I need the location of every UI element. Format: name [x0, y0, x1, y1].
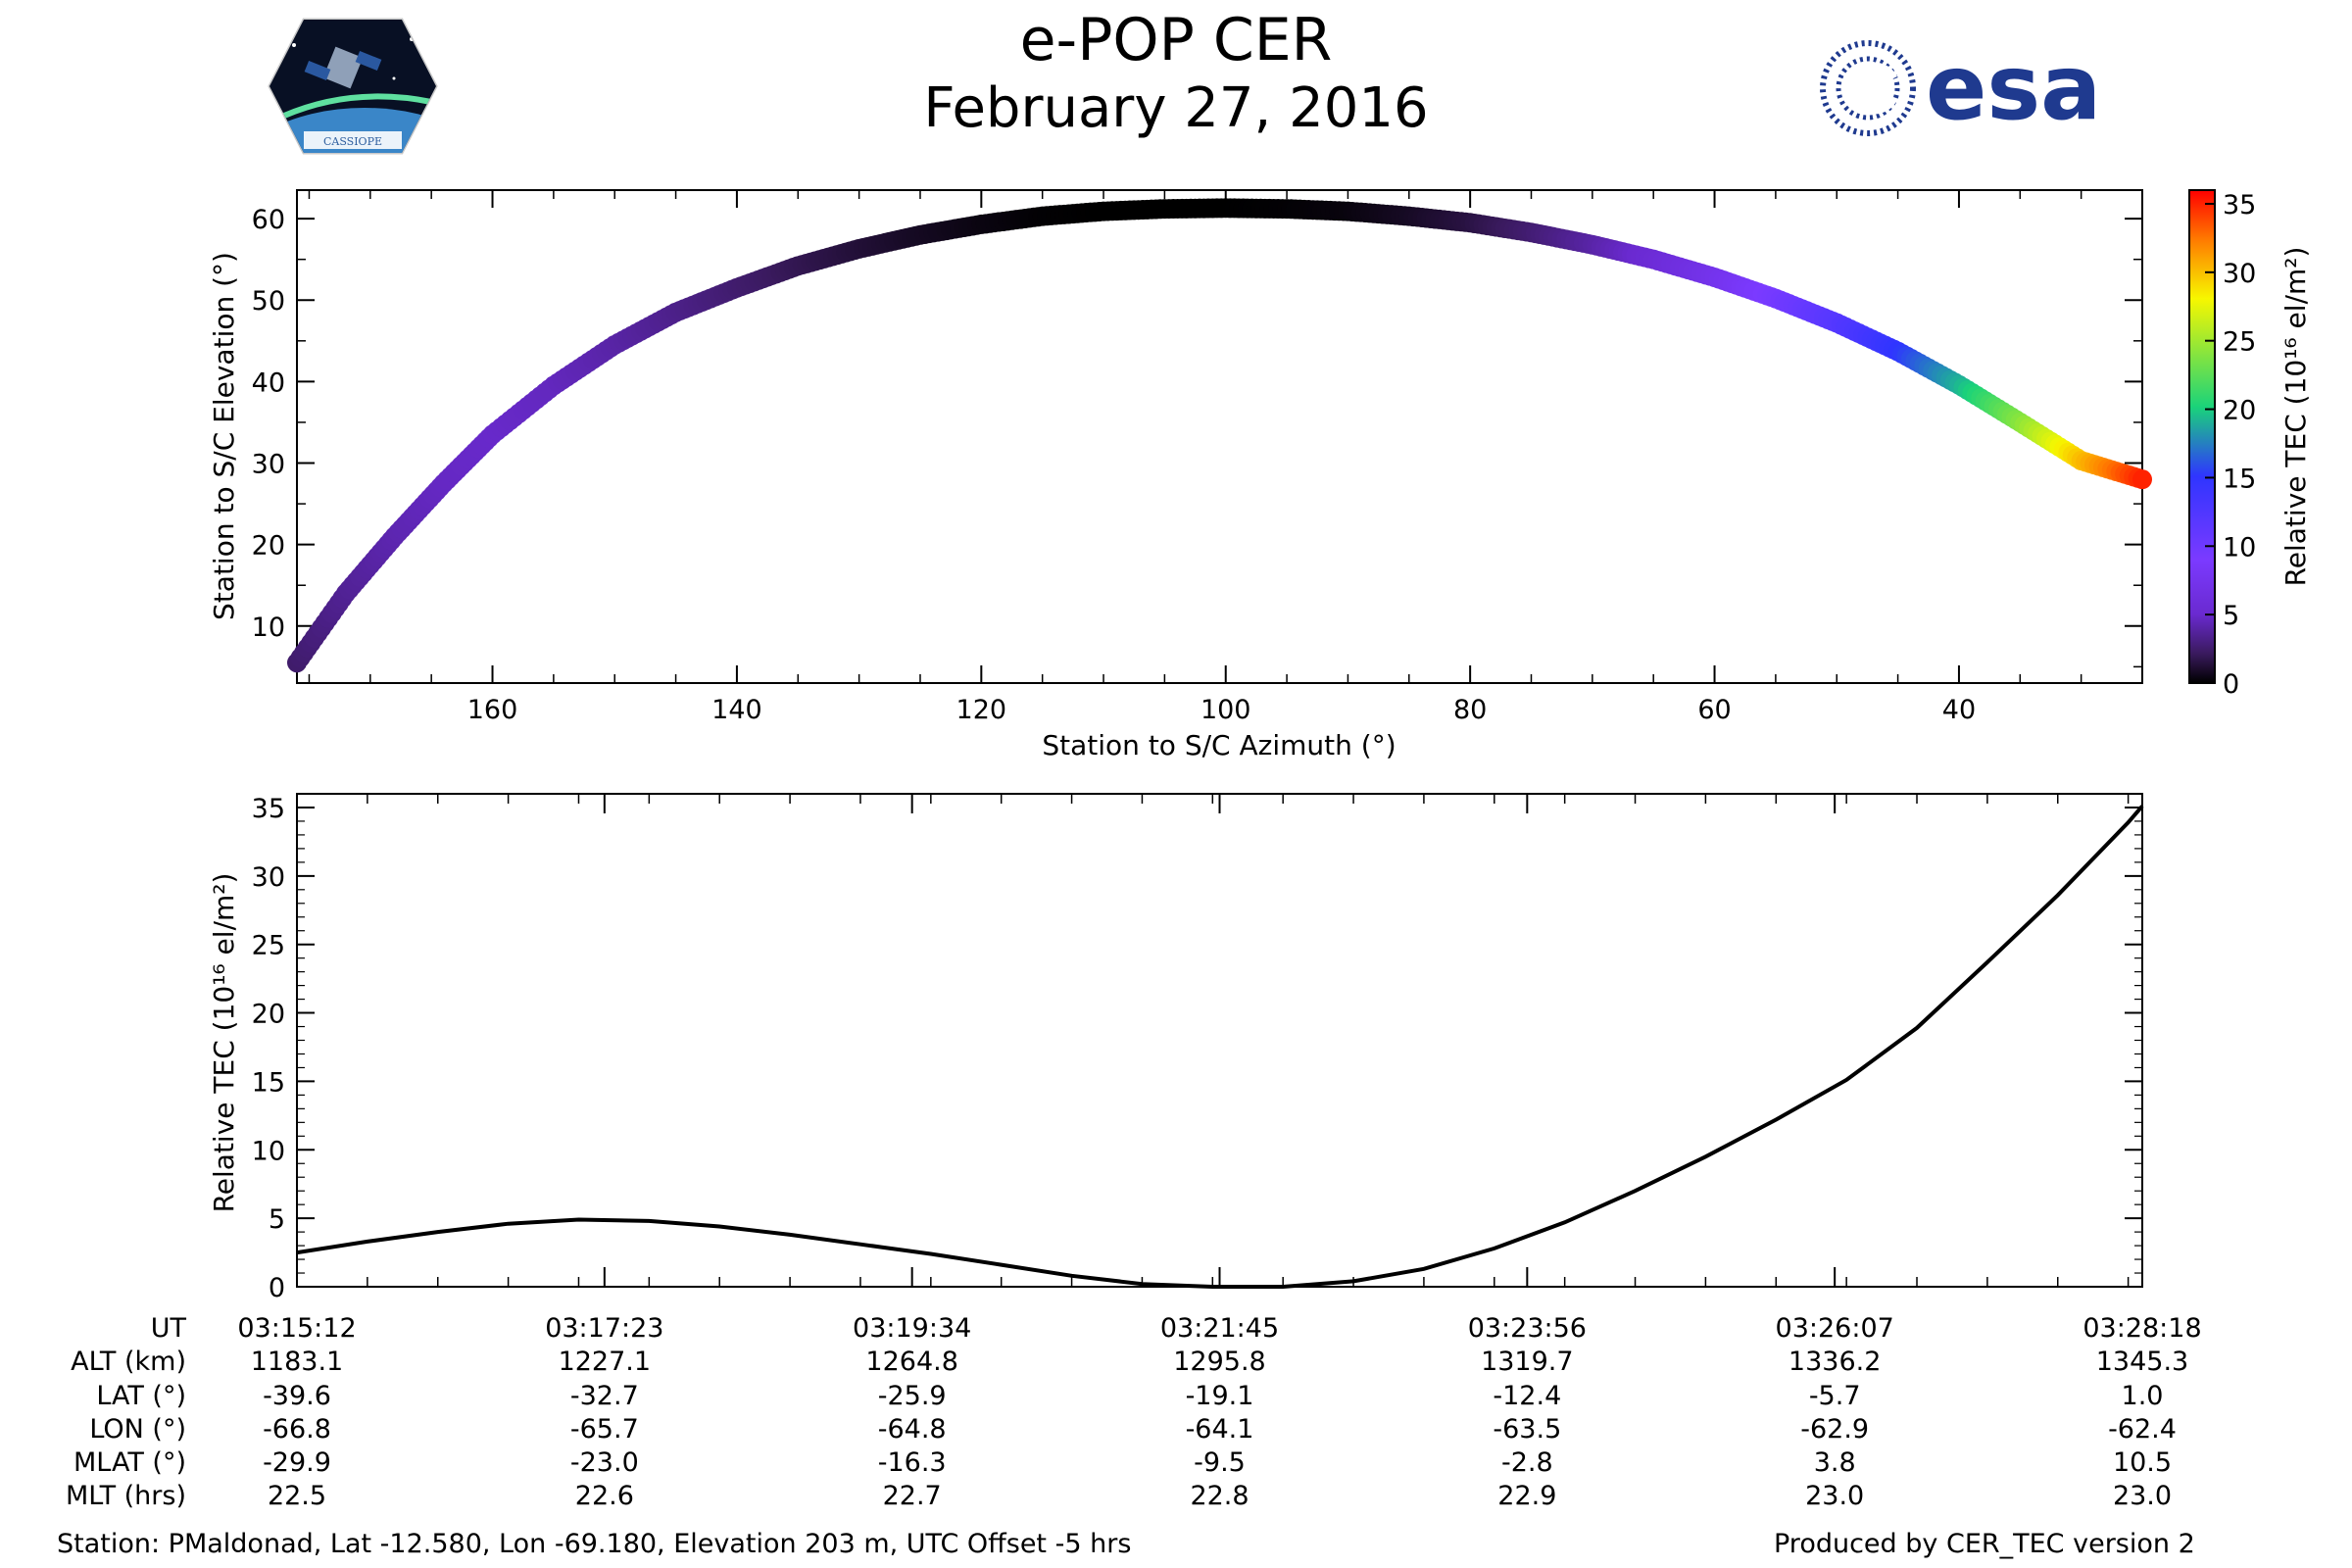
colorbar-tick-label: 15	[2223, 464, 2256, 494]
table-cell: 03:23:56	[1468, 1313, 1587, 1344]
table-cell: -65.7	[570, 1414, 639, 1445]
table-cell: -9.5	[1194, 1447, 1246, 1478]
table-cell: 1319.7	[1481, 1347, 1573, 1377]
top-x-tick-label: 40	[1942, 695, 1976, 725]
table-cell: -63.5	[1493, 1414, 1561, 1445]
table-cell: 1.0	[2122, 1381, 2164, 1411]
table-cell: 1264.8	[865, 1347, 957, 1377]
bottom-y-tick-label: 25	[252, 931, 285, 961]
table-cell: -62.4	[2108, 1414, 2177, 1445]
table-cell: 22.6	[575, 1481, 634, 1511]
top-y-tick-label: 50	[252, 286, 285, 317]
cassiope-logo-text: CASSIOPE	[323, 135, 382, 148]
bottom-y-tick-label: 30	[252, 862, 285, 893]
elevation-azimuth-plot: 160 140 120 100 80 60 40 10 20 30 40 50 60 Station t…	[208, 189, 2152, 761]
colorbar: 0 5 10 15 20 25 30 35 Relative TEC (10¹⁶ el/m²)	[2188, 189, 2312, 700]
esa-logo-text: esa	[1926, 35, 2101, 140]
table-cell: -32.7	[570, 1381, 639, 1411]
table-cell: 03:26:07	[1776, 1313, 1894, 1344]
table-cell: -62.9	[1800, 1414, 1869, 1445]
table-cell: -66.8	[263, 1414, 331, 1445]
colorbar-tick-label: 30	[2223, 259, 2256, 289]
colorbar-tick-label: 0	[2223, 669, 2239, 700]
table-row-label: MLAT (°)	[74, 1447, 186, 1478]
esa-logo: esa	[1820, 35, 2101, 140]
top-y-tick-label: 60	[252, 205, 285, 235]
bottom-y-tick-label: 35	[252, 794, 285, 824]
table-cell: -39.6	[263, 1381, 331, 1411]
table-cell: -29.9	[263, 1447, 331, 1478]
table-cell: 1345.3	[2096, 1347, 2188, 1377]
top-x-tick-label: 120	[956, 695, 1007, 725]
table-row-label: MLT (hrs)	[66, 1481, 186, 1511]
table-cell: 1336.2	[1788, 1347, 1881, 1377]
table-cell: 1295.8	[1173, 1347, 1265, 1377]
bottom-y-tick-label: 20	[252, 1000, 285, 1030]
top-y-tick-label: 40	[252, 368, 285, 398]
table-cell: -12.4	[1493, 1381, 1561, 1411]
top-y-tick-label: 20	[252, 531, 285, 562]
colorbar-tick-label: 5	[2223, 601, 2239, 631]
top-x-axis-label: Station to S/C Azimuth (°)	[1042, 729, 1396, 761]
table-cell: -2.8	[1501, 1447, 1553, 1478]
colorbar-tick-label: 25	[2223, 327, 2256, 358]
producer-info: Produced by CER_TEC version 2	[1774, 1529, 2195, 1559]
table-cell: -25.9	[878, 1381, 947, 1411]
table-cell: 03:28:18	[2082, 1313, 2201, 1344]
top-x-tick-label: 60	[1697, 695, 1731, 725]
table-cell: 03:19:34	[853, 1313, 971, 1344]
table-cell: 3.8	[1814, 1447, 1856, 1478]
colorbar-gradient	[2188, 189, 2216, 684]
bottom-y-tick-label: 0	[269, 1273, 285, 1303]
bottom-y-tick-label: 5	[269, 1204, 285, 1235]
colorbar-tick-label: 20	[2223, 396, 2256, 426]
table-cell: 10.5	[2113, 1447, 2172, 1478]
bottom-plot-frame	[296, 793, 2143, 1288]
table-cell: 03:15:12	[237, 1313, 356, 1344]
chart-date: February 27, 2016	[923, 76, 1429, 140]
top-y-tick-label: 10	[252, 612, 285, 643]
tec-series-line	[296, 805, 2144, 1289]
top-x-tick-label: 80	[1453, 695, 1487, 725]
colorbar-label: Relative TEC (10¹⁶ el/m²)	[2279, 247, 2312, 587]
table-row-label: ALT (km)	[71, 1347, 186, 1377]
top-plot-frame	[296, 189, 2143, 684]
table-cell: -64.1	[1186, 1414, 1254, 1445]
table-cell: -23.0	[570, 1447, 639, 1478]
chart-title: e-POP CER	[1019, 6, 1333, 74]
top-x-tick-label: 140	[711, 695, 762, 725]
colorbar-tick-label: 35	[2223, 190, 2256, 220]
table-cell: -16.3	[878, 1447, 947, 1478]
table-cell: 23.0	[1805, 1481, 1864, 1511]
station-info: Station: PMaldonad, Lat -12.580, Lon -69…	[57, 1529, 1132, 1559]
top-y-tick-label: 30	[252, 450, 285, 480]
table-cell: -64.8	[878, 1414, 947, 1445]
table-cell: 22.5	[268, 1481, 326, 1511]
colorbar-tick-label: 10	[2223, 532, 2256, 563]
top-y-axis-label: Station to S/C Elevation (°)	[208, 252, 240, 620]
table-cell: 03:17:23	[545, 1313, 663, 1344]
top-x-tick-label: 100	[1200, 695, 1251, 725]
table-cell: -5.7	[1809, 1381, 1861, 1411]
table-cell: 03:21:45	[1160, 1313, 1279, 1344]
top-x-tick-label: 160	[467, 695, 518, 725]
table-row-label: LAT (°)	[96, 1381, 186, 1411]
table-cell: 1227.1	[559, 1347, 651, 1377]
bottom-y-tick-label: 15	[252, 1067, 285, 1098]
track-point	[2132, 469, 2152, 490]
table-cell: 1183.1	[251, 1347, 343, 1377]
table-cell: 22.7	[883, 1481, 942, 1511]
table-cell: 22.8	[1190, 1481, 1249, 1511]
table-cell: 22.9	[1497, 1481, 1556, 1511]
bottom-y-tick-label: 10	[252, 1136, 285, 1166]
table-row-label: LON (°)	[89, 1414, 186, 1445]
table-row-label: UT	[151, 1313, 187, 1344]
bottom-y-axis-label: Relative TEC (10¹⁶ el/m²)	[208, 873, 240, 1213]
tec-time-plot: 0 5 10 15 20 25 30 35 Relative TEC (10¹⁶ el/m²)	[208, 793, 2144, 1303]
table-cell: 23.0	[2113, 1481, 2172, 1511]
table-cell: -19.1	[1186, 1381, 1254, 1411]
